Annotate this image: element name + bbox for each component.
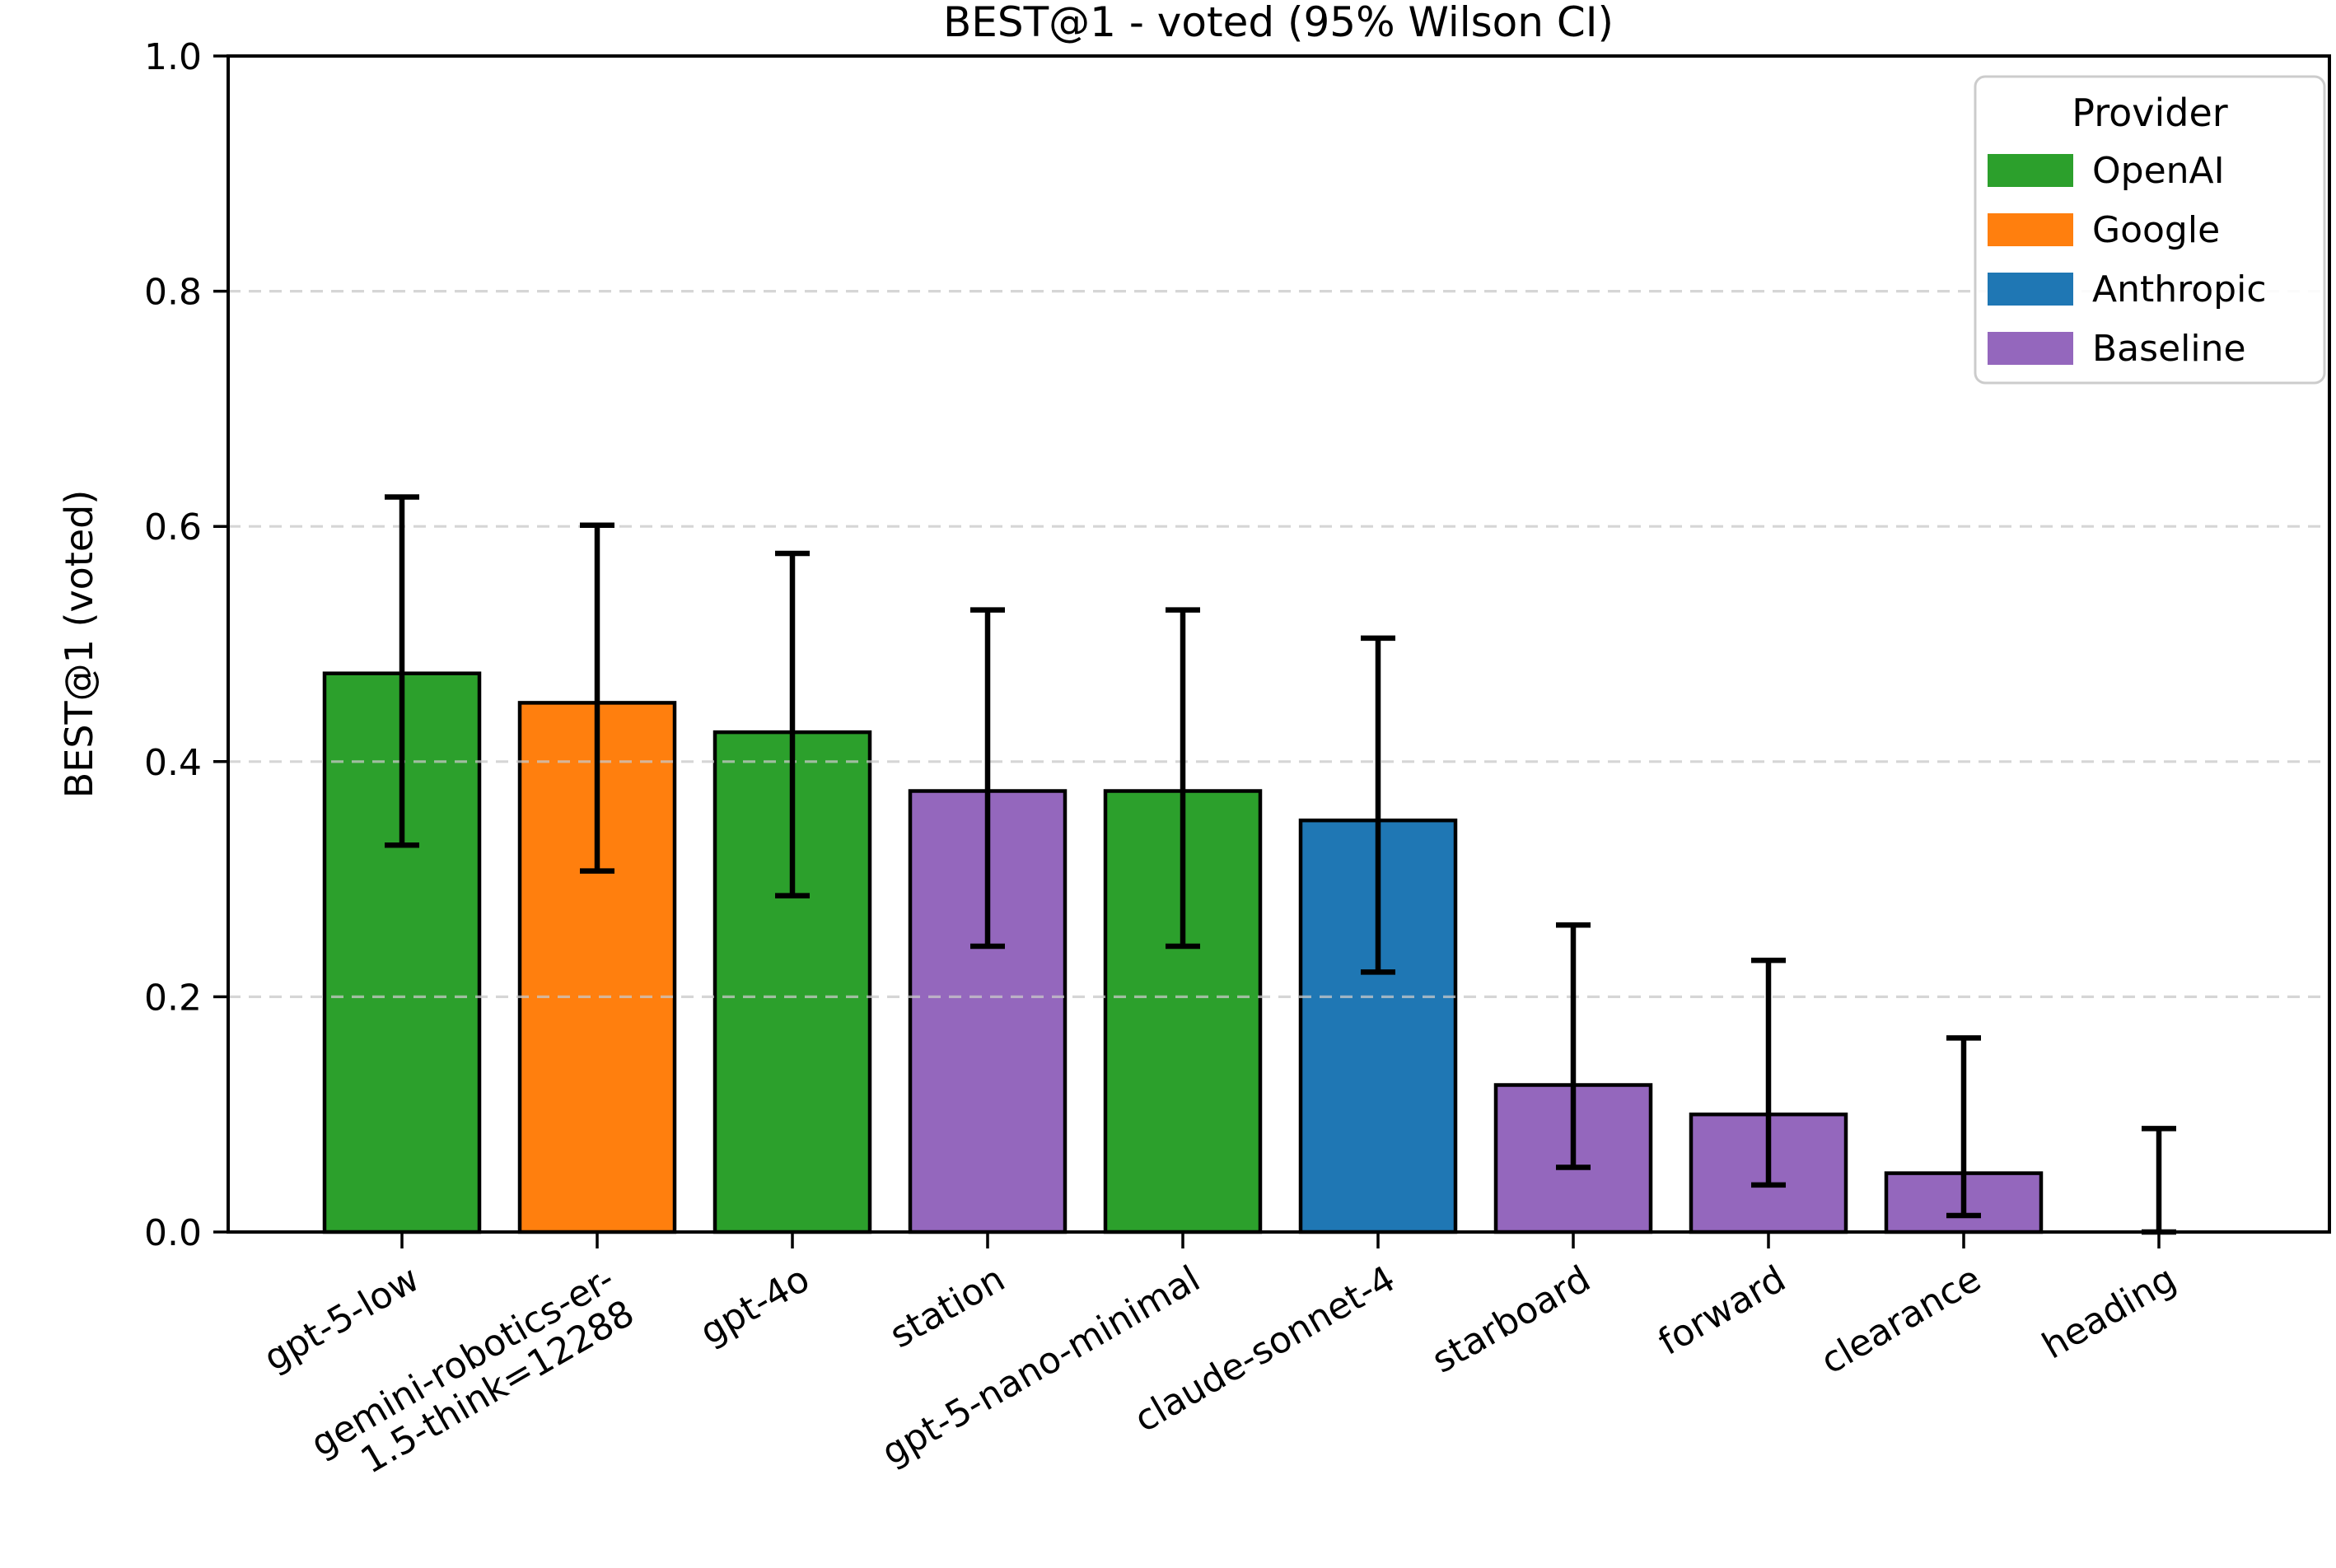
y-tick-label-0.6: 0.6: [144, 506, 202, 548]
legend-entry-anthropic: Anthropic: [1988, 268, 2267, 310]
x-tick-label-gpt-5-low: gpt-5-low: [257, 1258, 427, 1379]
legend-entry-openai: OpenAI: [1988, 150, 2225, 192]
legend-label-openai: OpenAI: [2092, 150, 2225, 192]
error-bar-clearance: [1946, 1035, 1981, 1219]
x-tick-label-forward: forward: [1652, 1258, 1793, 1364]
x-tick-label-heading: heading: [2035, 1258, 2184, 1367]
legend-entry-baseline: Baseline: [1988, 328, 2246, 370]
x-tick-label-station: station: [883, 1258, 1012, 1356]
y-tick-label-0: 0.0: [144, 1212, 202, 1254]
error-bar-heading: [2142, 1126, 2176, 1235]
error-bars-layer: [385, 494, 2176, 1235]
y-tick-label-0.2: 0.2: [144, 977, 202, 1019]
legend-label-anthropic: Anthropic: [2092, 268, 2267, 310]
error-bar-starboard: [1556, 922, 1591, 1170]
chart-title: BEST@1 - voted (95% Wilson CI): [943, 0, 1614, 46]
bar-station: [908, 789, 1068, 1234]
legend: Provider OpenAI Google Anthropic Baseline: [1974, 75, 2326, 385]
legend-entry-google: Google: [1988, 209, 2220, 251]
legend-label-google: Google: [2092, 209, 2220, 251]
x-tick-label-gpt-5-nano-minimal: gpt-5-nano-minimal: [875, 1258, 1207, 1473]
y-tick-label-0.4: 0.4: [144, 742, 202, 784]
y-tick-label-0.8: 0.8: [144, 272, 202, 314]
error-bar-claude-sonnet-4: [1361, 635, 1395, 975]
error-bar-gpt-5-nano-minimal: [1166, 607, 1200, 950]
error-bar-gemini-robotics-er-1-5-think-12288: [580, 522, 614, 874]
y-tick-label-1: 1.0: [144, 36, 202, 78]
legend-swatch-baseline: [1988, 332, 2073, 365]
legend-swatch-google: [1988, 213, 2073, 246]
legend-box: [1974, 75, 2326, 385]
error-bar-gpt-5-low: [385, 494, 419, 848]
x-tick-label-starboard: starboard: [1425, 1258, 1597, 1381]
error-bar-station: [970, 607, 1005, 950]
legend-swatch-openai: [1988, 154, 2073, 187]
error-bar-forward: [1751, 957, 1786, 1188]
legend-label-baseline: Baseline: [2092, 328, 2246, 370]
x-tick-label-gpt-4o: gpt-4o: [693, 1258, 816, 1353]
legend-title: Provider: [2072, 91, 2227, 135]
error-bar-gpt-4o: [775, 550, 810, 898]
legend-swatch-anthropic: [1988, 273, 2073, 306]
plot-area-border: [227, 54, 2331, 1234]
y-axis-label: BEST@1 (voted): [57, 490, 101, 799]
x-tick-label-clearance: clearance: [1814, 1258, 1988, 1382]
